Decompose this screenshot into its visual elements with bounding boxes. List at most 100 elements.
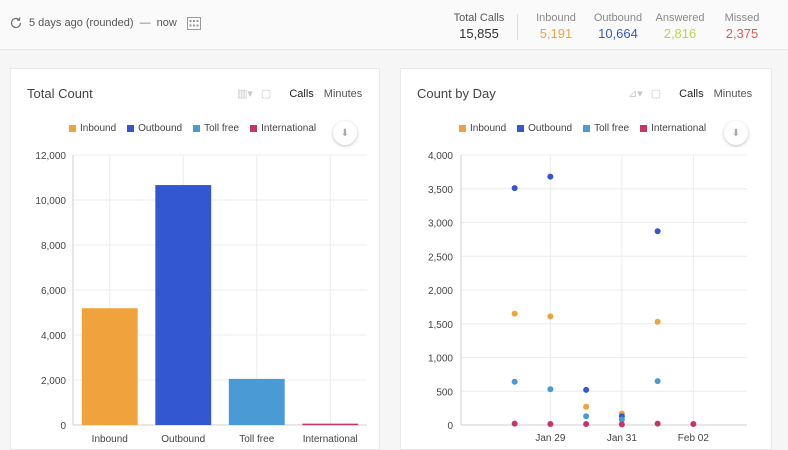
- y-tick-label: 1,500: [428, 320, 453, 331]
- point-international: [511, 420, 518, 427]
- point-inbound: [547, 313, 554, 320]
- stat-answered-value: 2,816: [663, 26, 697, 41]
- chart-controls: ⊿▾ ▢ Calls Minutes: [628, 87, 753, 101]
- count-by-day-panel: Count by Day ⊿▾ ▢ Calls Minutes Inbound …: [400, 68, 772, 450]
- stat-outbound-value: 10,664: [598, 26, 638, 41]
- point-toll-free: [654, 378, 661, 385]
- legend-label: Toll free: [594, 123, 630, 134]
- y-tick-label: 4,000: [41, 331, 66, 342]
- legend-swatch: [69, 125, 76, 132]
- point-outbound: [547, 173, 554, 180]
- point-inbound: [511, 310, 518, 317]
- y-tick-label: 12,000: [35, 151, 66, 162]
- y-tick-label: 4,000: [428, 151, 453, 162]
- y-tick-label: 6,000: [41, 286, 66, 297]
- minutes-toggle[interactable]: Minutes: [323, 87, 363, 100]
- legend-swatch: [127, 125, 135, 132]
- legend-item-inbound[interactable]: Inbound: [459, 123, 506, 134]
- point-outbound: [511, 185, 518, 192]
- screen-icon[interactable]: ▢: [260, 88, 272, 100]
- chart-controls: ▥▾ ▢ Calls Minutes: [237, 87, 363, 101]
- top-bar: 5 days ago (rounded) — now Total Calls 1…: [0, 0, 788, 50]
- legend-swatch: [459, 125, 466, 132]
- time-range-selector[interactable]: 5 days ago (rounded) — now: [9, 16, 201, 30]
- stats-divider: [517, 14, 518, 40]
- bar-chart: 0 2,000 4,000 6,000 8,000 10,000 12,000 Inbound…: [35, 151, 367, 445]
- legend-item-inbound[interactable]: Inbound: [69, 123, 116, 134]
- point-outbound: [654, 228, 661, 235]
- legend-swatch: [250, 125, 258, 132]
- stat-inbound: Inbound 5,191: [530, 12, 582, 41]
- bar-outbound: [155, 185, 212, 425]
- legend-label: International: [651, 123, 707, 134]
- stat-missed-label: Missed: [724, 12, 760, 24]
- calendar-icon[interactable]: [186, 16, 201, 30]
- legend-swatch: [193, 125, 201, 132]
- legend-label: Inbound: [80, 123, 117, 134]
- y-tick-label: 3,000: [428, 219, 453, 230]
- screen-icon[interactable]: ▢: [650, 88, 662, 100]
- legend-label: Toll free: [204, 123, 240, 134]
- point-international: [654, 420, 661, 427]
- legend-label: Outbound: [528, 123, 573, 134]
- legend-item-tollfree[interactable]: Toll free: [583, 123, 629, 134]
- chart-type-icon[interactable]: ▥▾: [237, 88, 253, 100]
- point-international: [547, 420, 554, 427]
- point-toll-free: [583, 413, 590, 420]
- point-international: [583, 420, 590, 427]
- y-tick-label: 8,000: [41, 241, 66, 252]
- range-start-text[interactable]: 5 days ago (rounded): [29, 17, 134, 29]
- legend-swatch: [640, 125, 648, 132]
- calls-toggle[interactable]: Calls: [679, 87, 704, 100]
- y-tick-label: 3,500: [428, 185, 453, 196]
- stat-outbound-label: Outbound: [593, 12, 643, 24]
- chart-legend: Inbound Outbound Toll free International: [69, 123, 327, 134]
- y-tick-label: 10,000: [35, 196, 66, 207]
- y-tick-label: 500: [436, 387, 453, 398]
- y-tick-label: 0: [447, 421, 453, 432]
- range-separator: —: [139, 17, 151, 29]
- x-tick-label: Inbound: [92, 434, 128, 445]
- point-international: [690, 420, 697, 427]
- stat-missed: Missed 2,375: [718, 12, 766, 41]
- x-tick-label: Outbound: [161, 434, 205, 445]
- legend-item-international[interactable]: International: [250, 123, 316, 134]
- refresh-icon[interactable]: [9, 16, 23, 30]
- stat-inbound-value: 5,191: [539, 26, 573, 41]
- range-end-text[interactable]: now: [156, 17, 177, 29]
- download-icon: ⬇: [731, 127, 741, 139]
- minutes-toggle[interactable]: Minutes: [713, 87, 753, 100]
- stat-total-value: 15,855: [459, 26, 499, 41]
- point-inbound: [654, 318, 661, 325]
- stat-answered-label: Answered: [655, 12, 705, 24]
- y-tick-label: 0: [60, 421, 66, 432]
- stat-total-label: Total Calls: [453, 12, 505, 24]
- stat-inbound-label: Inbound: [536, 12, 576, 24]
- download-button[interactable]: ⬇: [333, 121, 357, 145]
- legend-swatch: [517, 125, 525, 132]
- stat-answered: Answered 2,816: [652, 12, 708, 41]
- calls-toggle[interactable]: Calls: [289, 87, 314, 100]
- download-icon: ⬇: [340, 127, 350, 139]
- y-tick-label: 2,000: [41, 376, 66, 387]
- legend-item-international[interactable]: International: [640, 123, 706, 134]
- legend-item-outbound[interactable]: Outbound: [517, 123, 572, 134]
- x-tick-label: Feb 02: [678, 433, 710, 444]
- legend-item-outbound[interactable]: Outbound: [127, 123, 182, 134]
- chart-type-icon[interactable]: ⊿▾: [628, 88, 643, 100]
- legend-label: Outbound: [138, 123, 183, 134]
- panel-title: Total Count: [27, 86, 93, 101]
- bar-international: [302, 423, 359, 426]
- point-toll-free: [511, 378, 518, 385]
- y-tick-label: 1,000: [428, 354, 453, 365]
- x-tick-label: International: [303, 434, 358, 445]
- legend-label: International: [261, 123, 317, 134]
- download-button[interactable]: ⬇: [724, 121, 748, 145]
- legend-label: Inbound: [470, 123, 507, 134]
- x-tick-label: Jan 31: [607, 433, 637, 444]
- bar-toll-free: [228, 378, 285, 425]
- legend-item-tollfree[interactable]: Toll free: [193, 123, 239, 134]
- x-tick-label: Toll free: [239, 434, 274, 445]
- y-tick-label: 2,000: [428, 286, 453, 297]
- scatter-chart: 0 500 1,000 1,500 2,000 2,500 3,000 3,500 4,000 J…: [428, 151, 747, 444]
